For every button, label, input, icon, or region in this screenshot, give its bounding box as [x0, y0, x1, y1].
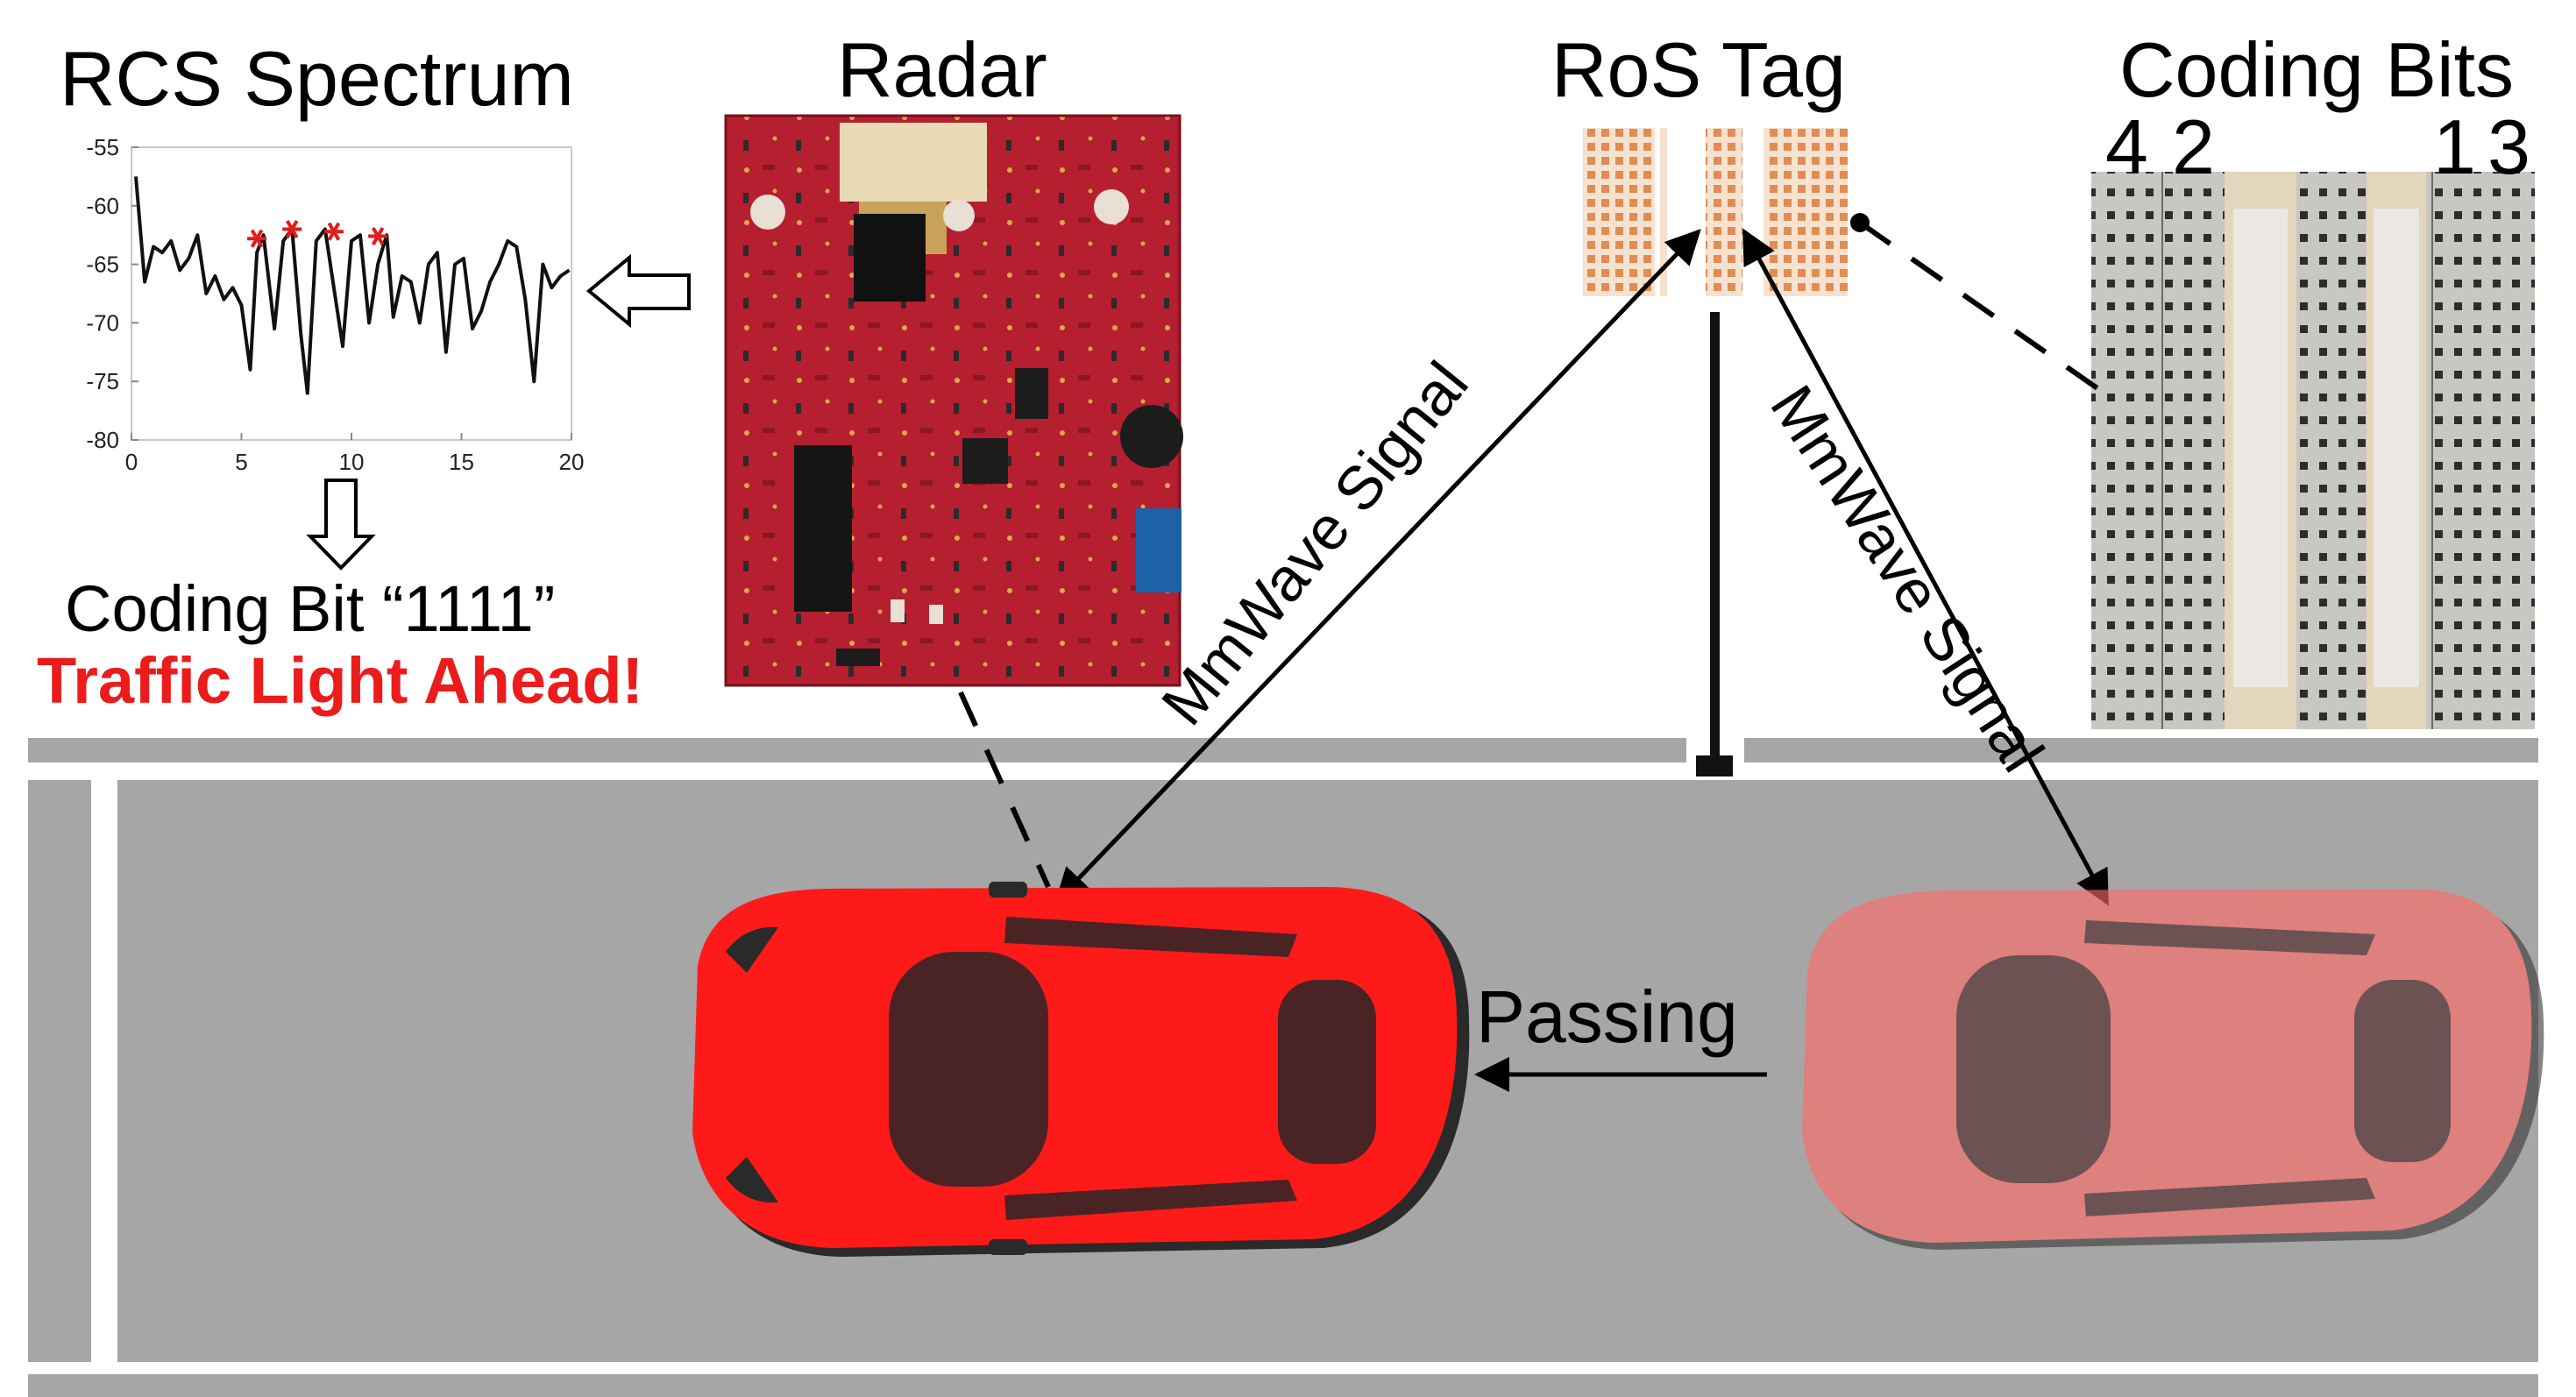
y-tick-label: -60 — [86, 193, 119, 219]
ros-tag-title: RoS Tag — [1551, 26, 1846, 113]
tag-coding-leader — [1850, 213, 2105, 395]
hollow-arrow-down-icon — [306, 479, 376, 571]
road-top-strip-right — [1744, 738, 2538, 762]
passing-label: Passing — [1476, 975, 1738, 1058]
coding-bit-result: Coding Bit “1111” — [65, 572, 556, 645]
mmwave-arrow-right — [1742, 228, 2110, 906]
x-tick-label: 0 — [125, 449, 138, 475]
radar-title: Radar — [837, 26, 1047, 113]
rcs-spectrum-title: RCS Spectrum — [60, 35, 574, 122]
y-tick-label: -70 — [86, 309, 119, 336]
x-tick-label: 10 — [339, 449, 365, 475]
coding-bit-number-4: 4 — [2105, 103, 2148, 190]
peak-marker — [323, 222, 344, 241]
coding-bit-number-1: 1 — [2433, 103, 2476, 190]
x-tick-label: 15 — [449, 449, 474, 475]
chart-plot-area — [131, 146, 572, 441]
coding-bit-number-2: 2 — [2172, 103, 2215, 190]
radar-board-image — [724, 114, 1183, 687]
peak-marker — [247, 229, 267, 248]
peak-marker — [282, 219, 302, 239]
mmwave-arrow-left — [1054, 229, 1701, 904]
x-tick-label: 20 — [559, 449, 585, 475]
y-tick-label: -75 — [86, 368, 119, 394]
road-bottom-strip — [28, 1374, 2538, 1397]
x-tick-label: 5 — [235, 449, 247, 475]
rcs-spectrum-chart: -55 -60 -65 -70 -75 -80 0 5 10 15 20 — [86, 134, 584, 475]
y-tick-label: -65 — [86, 252, 119, 278]
y-tick-label: -80 — [86, 427, 119, 453]
faded-car-icon — [1802, 889, 2544, 1250]
red-car-icon — [692, 882, 1470, 1257]
coding-bits-image — [2091, 172, 2535, 729]
ros-tag-image — [1583, 128, 1848, 296]
stop-line — [91, 780, 117, 1362]
peak-marker — [368, 227, 388, 246]
y-tick-label: -55 — [86, 134, 119, 160]
road-top-strip-left — [28, 738, 1686, 762]
tag-pole — [1696, 312, 1733, 777]
hollow-arrow-left-icon — [585, 253, 691, 329]
coding-bits-title: Coding Bits — [2119, 26, 2515, 113]
coding-bit-number-3: 3 — [2487, 103, 2530, 190]
traffic-light-warning: Traffic Light Ahead! — [37, 644, 644, 717]
rcs-spectrum-line — [134, 176, 571, 395]
